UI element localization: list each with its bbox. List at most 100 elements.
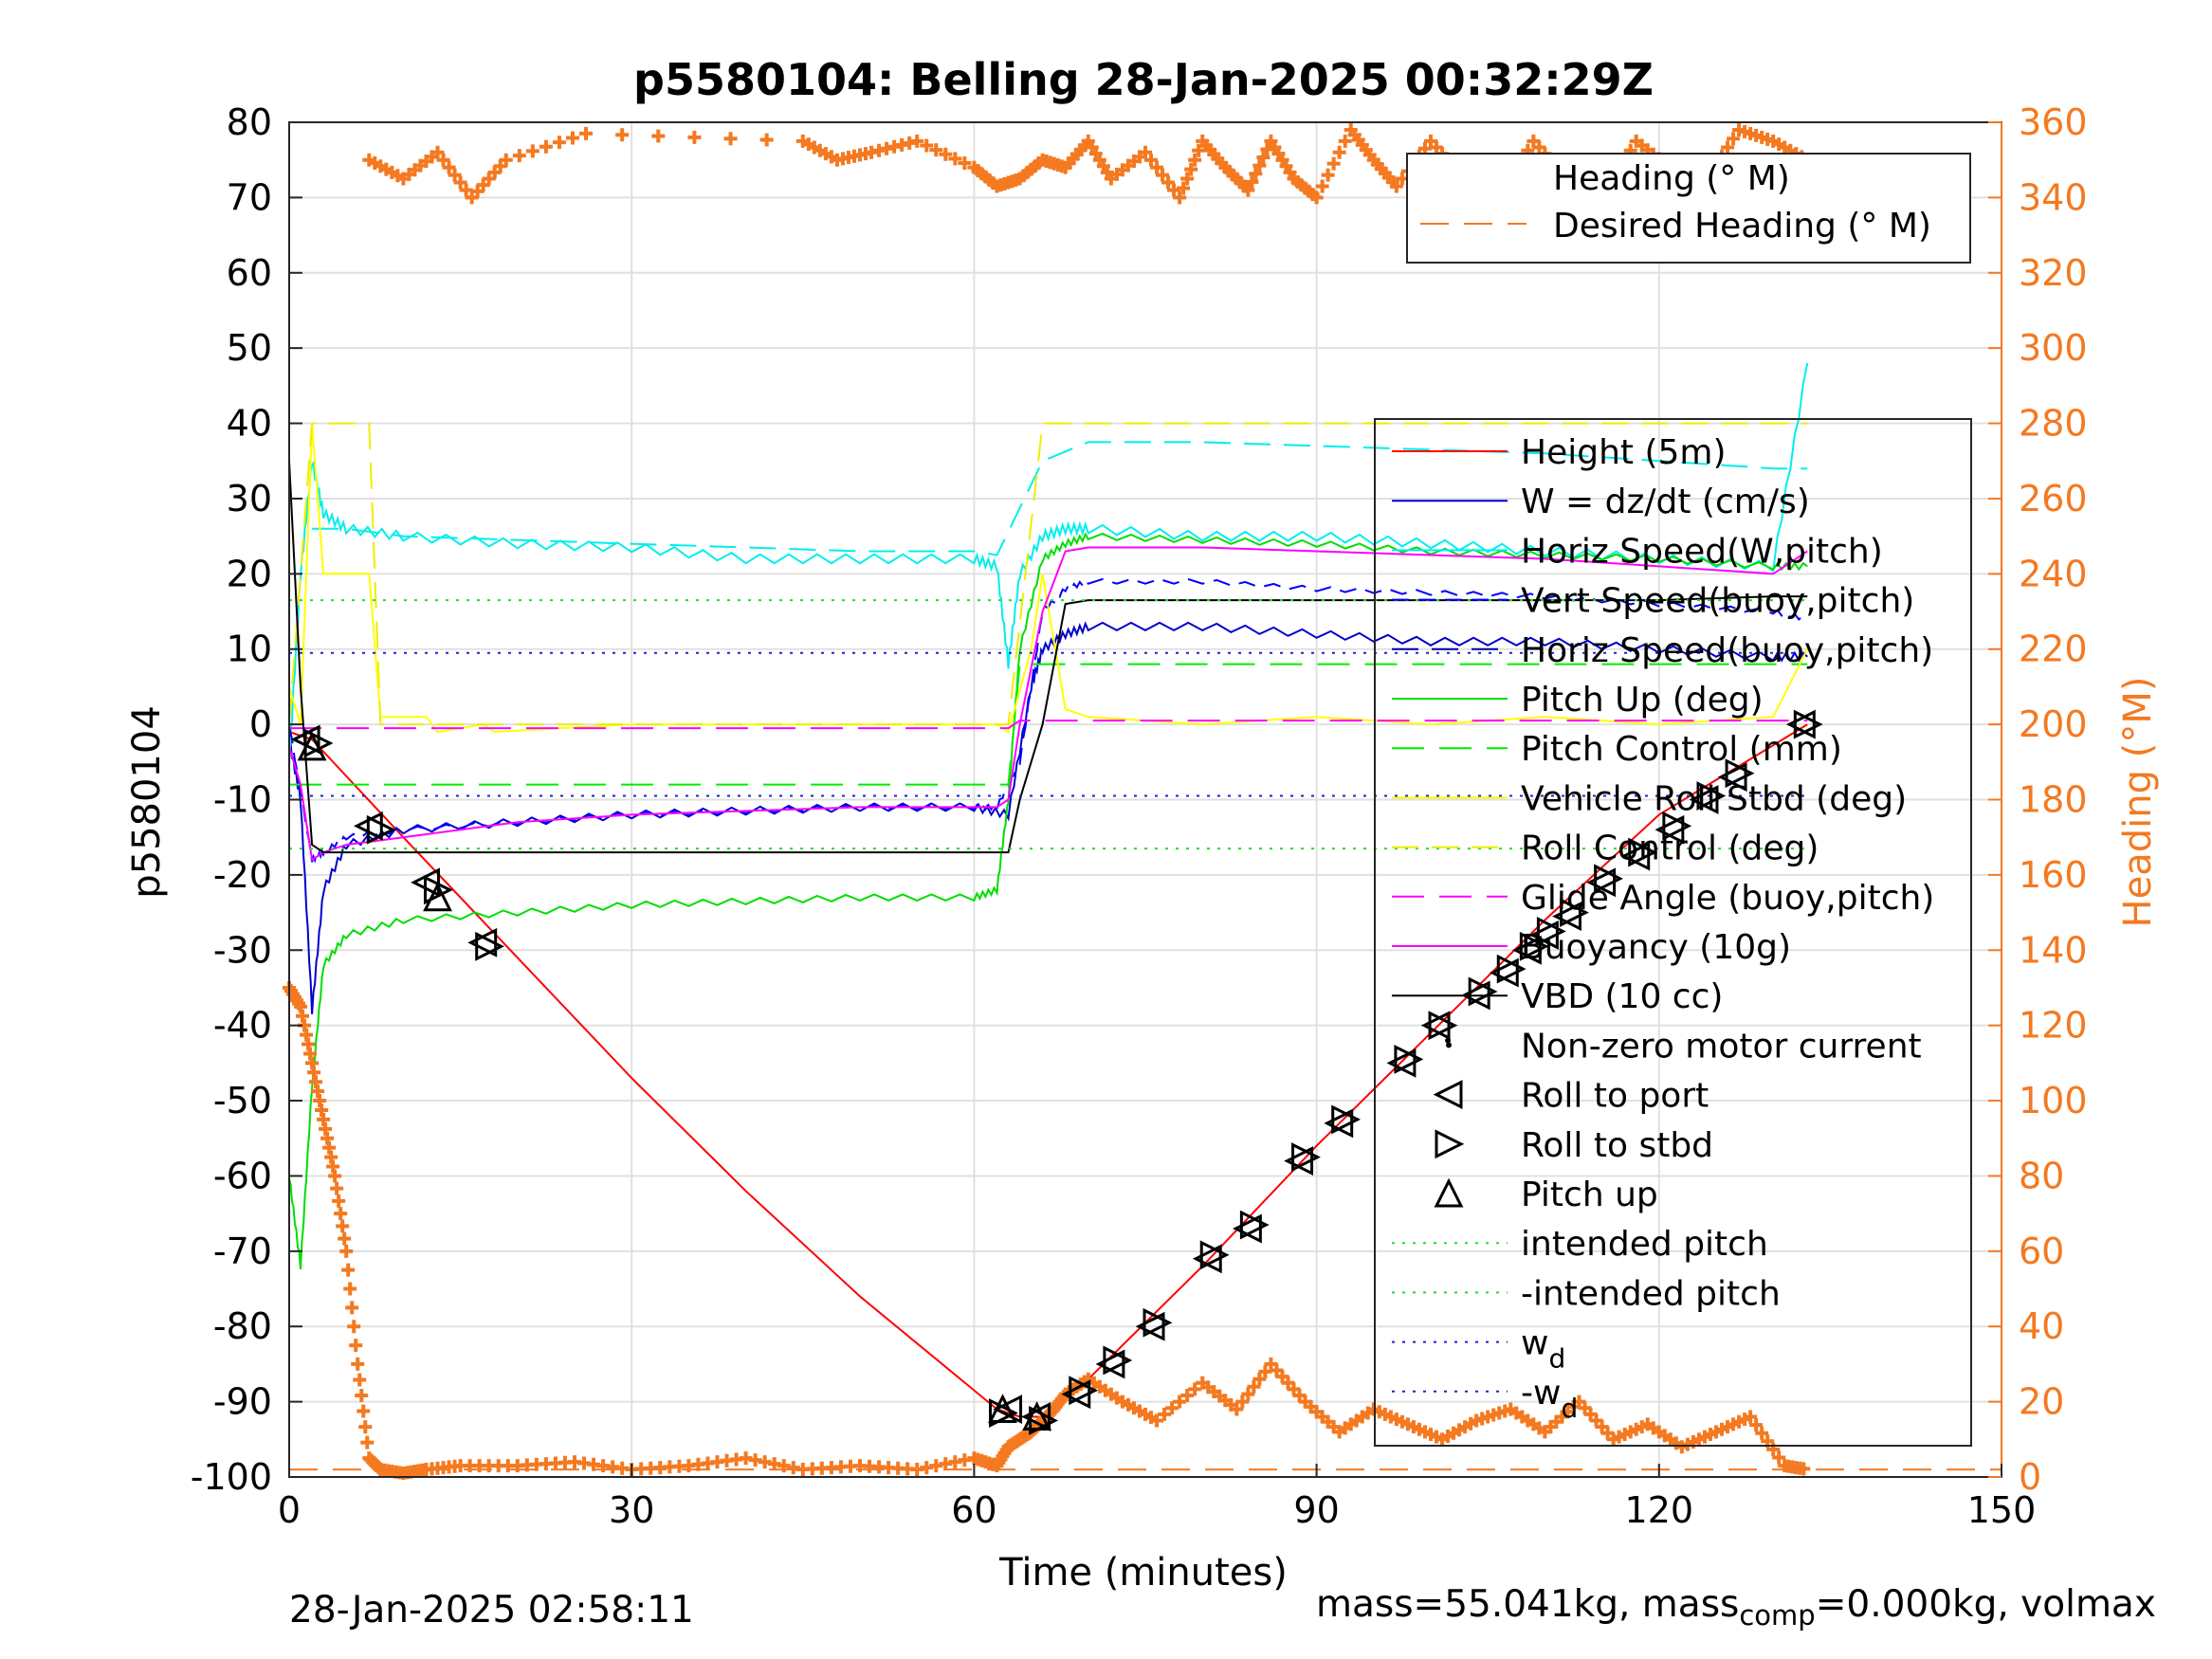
heading-marker bbox=[1321, 168, 1335, 182]
heading-marker bbox=[1315, 179, 1329, 193]
heading-marker bbox=[336, 1219, 350, 1233]
heading-marker bbox=[300, 1028, 314, 1042]
roll-to-stbd-marker bbox=[1628, 837, 1658, 867]
heading-marker bbox=[319, 1121, 333, 1136]
heading-marker bbox=[317, 1112, 331, 1126]
roll-to-stbd-marker bbox=[989, 1398, 1018, 1428]
roll-to-stbd-marker bbox=[1725, 758, 1755, 789]
y-tick-label: -50 bbox=[213, 1080, 272, 1121]
heading-marker bbox=[296, 1009, 310, 1023]
heading-marker bbox=[1338, 134, 1352, 148]
roll-to-stbd-marker bbox=[475, 931, 505, 961]
y2-tick-label: 80 bbox=[2019, 1155, 2064, 1196]
mass-suffix: =0.000kg, volmax bbox=[1815, 1583, 2156, 1626]
heading-marker bbox=[687, 130, 702, 144]
heading-marker bbox=[326, 1159, 340, 1174]
y-tick-label: 60 bbox=[227, 252, 272, 294]
roll-to-stbd-marker bbox=[1662, 811, 1692, 841]
axes: 0 30 60 90 120 150-100-90-80-70-60-50-40-30-2… bbox=[191, 101, 2088, 1531]
legend-label: Non-zero motor current bbox=[1521, 1027, 1922, 1066]
heading-marker bbox=[453, 175, 467, 190]
y-tick-label: -100 bbox=[191, 1456, 272, 1498]
y-tick-label: 80 bbox=[227, 101, 272, 143]
x-tick-label: 0 bbox=[278, 1489, 301, 1531]
y2-tick-label: 100 bbox=[2019, 1080, 2088, 1121]
heading-marker bbox=[305, 1056, 320, 1070]
heading-marker bbox=[579, 126, 594, 140]
heading-marker bbox=[1188, 153, 1202, 167]
heading-marker bbox=[1161, 175, 1176, 190]
pitch-up-marker bbox=[1022, 1401, 1052, 1431]
series-roll-control-deg bbox=[288, 422, 1808, 726]
heading-marker bbox=[929, 143, 943, 157]
legend-label: Vehicle Roll Stbd (deg) bbox=[1521, 779, 1907, 818]
heading-marker bbox=[1241, 1387, 1255, 1401]
x-axis-label: Time (minutes) bbox=[998, 1551, 1288, 1595]
pitch-up-marker bbox=[297, 731, 327, 761]
heading-marker bbox=[1235, 1395, 1250, 1409]
y-tick-label: -40 bbox=[213, 1005, 272, 1047]
legend-main-box bbox=[1374, 418, 1972, 1447]
roll-to-stbd-marker bbox=[303, 728, 334, 758]
roll-to-stbd-marker bbox=[1291, 1142, 1321, 1173]
y-tick-label: 0 bbox=[249, 703, 272, 745]
y-tick-label: -10 bbox=[213, 779, 272, 821]
roll-to-stbd-marker bbox=[1496, 954, 1526, 984]
legend-label: Desired Heading (° M) bbox=[1553, 207, 1931, 246]
pitch-up-marker bbox=[988, 1394, 1017, 1424]
heading-marker bbox=[459, 183, 473, 197]
pitch-up-marker bbox=[423, 882, 452, 912]
heading-marker bbox=[442, 160, 456, 174]
heading-marker bbox=[338, 1231, 352, 1246]
chart-title: p5580104: Belling 28-Jan-2025 00:32:29Z bbox=[633, 54, 1654, 105]
heading-marker bbox=[1744, 1410, 1758, 1424]
roll-to-stbd-marker bbox=[1239, 1210, 1270, 1240]
heading-marker bbox=[1749, 1418, 1764, 1432]
legend-label: Horiz Speed(W,pitch) bbox=[1521, 532, 1883, 571]
motor-current-marker bbox=[1445, 1037, 1452, 1044]
y-tick-label: -90 bbox=[213, 1381, 272, 1423]
heading-marker bbox=[1241, 183, 1255, 197]
heading-marker bbox=[1144, 153, 1159, 167]
heading-marker bbox=[343, 1282, 357, 1296]
series-buoyancy-10g bbox=[288, 546, 1808, 862]
roll-to-stbd-marker bbox=[366, 814, 396, 845]
heading-marker bbox=[353, 1373, 367, 1387]
heading-marker bbox=[356, 1404, 371, 1418]
roll-to-stbd-marker bbox=[1331, 1104, 1362, 1135]
y2-tick-label: 360 bbox=[2019, 101, 2088, 143]
legend-swatch bbox=[1433, 1080, 1463, 1110]
y2-tick-label: 160 bbox=[2019, 854, 2088, 896]
legend-label: wd bbox=[1521, 1324, 1565, 1375]
y2-tick-label: 180 bbox=[2019, 779, 2088, 821]
heading-marker bbox=[311, 1085, 325, 1099]
y2-tick-label: 260 bbox=[2019, 478, 2088, 520]
heading-marker bbox=[324, 1150, 338, 1164]
y2-tick-label: 340 bbox=[2019, 176, 2088, 218]
roll-to-stbd-marker bbox=[1793, 709, 1823, 739]
legend-label: Roll to stbd bbox=[1521, 1126, 1713, 1165]
heading-marker bbox=[1755, 1426, 1769, 1440]
heading-marker bbox=[1180, 172, 1195, 186]
y-tick-label: 20 bbox=[227, 553, 272, 594]
roll-to-port-marker bbox=[1785, 709, 1816, 739]
legend-subscript: d bbox=[1548, 1343, 1565, 1375]
legend-heading-box bbox=[1406, 153, 1971, 264]
heading-marker bbox=[358, 1420, 373, 1434]
x-tick-label: 30 bbox=[609, 1489, 654, 1531]
legend-label: Heading (° M) bbox=[1553, 159, 1790, 198]
y-tick-label: -30 bbox=[213, 929, 272, 971]
roll-to-stbd-marker bbox=[1394, 1044, 1424, 1074]
heading-marker bbox=[347, 1320, 361, 1334]
heading-marker bbox=[360, 1435, 375, 1449]
heading-marker bbox=[1139, 145, 1152, 159]
heading-marker bbox=[1258, 1364, 1272, 1378]
roll-to-stbd-marker bbox=[1199, 1240, 1230, 1270]
heading-marker bbox=[436, 153, 450, 167]
legend-label: VBD (10 cc) bbox=[1521, 977, 1723, 1016]
legend-label: intended pitch bbox=[1521, 1225, 1768, 1264]
heading-marker bbox=[1245, 174, 1259, 189]
heading-marker bbox=[1326, 156, 1341, 171]
y-tick-label: -80 bbox=[213, 1305, 272, 1347]
